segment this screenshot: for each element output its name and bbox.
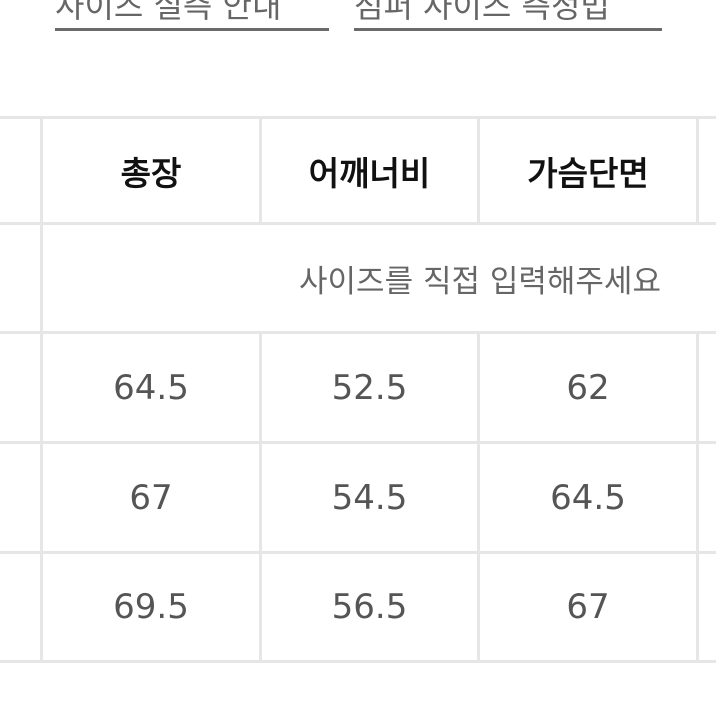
table-border	[696, 116, 699, 225]
header-chest-width: 가슴단면	[527, 153, 649, 193]
table-border	[477, 331, 480, 663]
table-border	[40, 116, 43, 663]
table-border	[0, 116, 716, 119]
table-cell: 69.5	[113, 587, 189, 627]
table-cell: 54.5	[331, 477, 408, 518]
table-cell: 64.5	[550, 477, 626, 518]
header-shoulder-width: 어깨너비	[308, 153, 431, 193]
table-border	[0, 331, 716, 334]
table-cell: 67	[566, 587, 610, 627]
jumper-measure-link-underline	[354, 28, 662, 31]
table-cell: 56.5	[331, 587, 408, 627]
table-cell: 64.5	[113, 367, 189, 408]
table-border	[0, 441, 716, 444]
table-border	[259, 116, 262, 225]
jumper-measure-link[interactable]: 점퍼 사이즈 측정법	[354, 0, 610, 25]
table-cell: 62	[566, 367, 610, 408]
table-border	[696, 331, 699, 663]
size-guide-link[interactable]: 사이즈 실측 안내	[55, 0, 282, 25]
table-border	[0, 660, 716, 663]
table-border	[0, 222, 716, 225]
size-input-note: 사이즈를 직접 입력해주세요	[299, 263, 661, 300]
table-border	[0, 551, 716, 554]
table-cell: 67	[129, 477, 173, 518]
header-total-length: 총장	[120, 153, 182, 193]
size-guide-link-underline	[55, 28, 329, 31]
table-cell: 52.5	[331, 367, 408, 408]
table-border	[259, 331, 262, 663]
table-border	[477, 116, 480, 225]
